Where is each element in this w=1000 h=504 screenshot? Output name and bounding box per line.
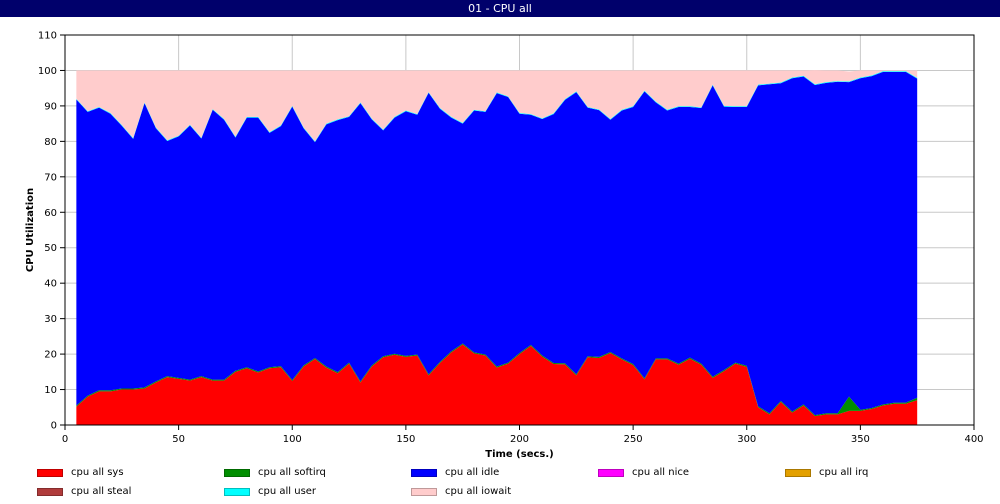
legend-swatch — [37, 469, 63, 477]
x-tick-label: 200 — [510, 434, 529, 445]
legend-item-cpu-all-softirq: cpu all softirq — [224, 466, 326, 480]
legend-item-cpu-all-nice: cpu all nice — [598, 466, 689, 480]
legend-swatch — [37, 488, 63, 496]
window-title: 01 - CPU all — [0, 0, 1000, 17]
legend-label: cpu all iowait — [445, 486, 512, 497]
legend-swatch — [224, 488, 250, 496]
legend-label: cpu all steal — [71, 486, 132, 497]
y-tick-label: 80 — [44, 137, 57, 148]
axis-ticks: 0 10 20 30 40 50 60 70 80 90 100 110 0 50 100 150 200 250… — [38, 31, 984, 446]
chart-legend: cpu all sys cpu all softirq cpu all idle cp… — [0, 462, 1000, 504]
y-tick-label: 20 — [44, 350, 57, 361]
legend-item-cpu-all-idle: cpu all idle — [411, 466, 499, 480]
y-tick-label: 60 — [44, 208, 57, 219]
series-area-cpu-all-idle — [76, 71, 918, 416]
legend-swatch — [411, 469, 437, 477]
y-tick-label: 40 — [44, 279, 57, 290]
legend-swatch — [224, 469, 250, 477]
y-tick-label: 90 — [44, 101, 57, 112]
x-tick-label: 400 — [964, 434, 983, 445]
legend-item-cpu-all-iowait: cpu all iowait — [411, 485, 511, 499]
y-tick-label: 30 — [44, 314, 57, 325]
x-tick-label: 350 — [851, 434, 870, 445]
x-tick-label: 150 — [396, 434, 415, 445]
x-tick-label: 300 — [737, 434, 756, 445]
legend-label: cpu all user — [258, 486, 317, 497]
x-tick-label: 0 — [62, 434, 68, 445]
legend-item-cpu-all-sys: cpu all sys — [37, 466, 124, 480]
series-area-cpu-all-iowait — [76, 70, 918, 142]
legend-swatch — [785, 469, 811, 477]
y-axis-label: CPU Utilization — [25, 188, 36, 272]
legend-swatch — [598, 469, 624, 477]
legend-item-cpu-all-steal: cpu all steal — [37, 485, 131, 499]
series-area-cpu-all-sys — [76, 344, 918, 425]
legend-item-cpu-all-user: cpu all user — [224, 485, 316, 499]
y-tick-label: 110 — [38, 31, 57, 42]
stacked-areas — [76, 70, 918, 425]
x-tick-label: 250 — [624, 434, 643, 445]
y-tick-label: 10 — [44, 385, 57, 396]
y-tick-label: 50 — [44, 243, 57, 254]
x-tick-label: 50 — [172, 434, 185, 445]
y-tick-label: 100 — [38, 66, 57, 77]
x-tick-label: 100 — [283, 434, 302, 445]
legend-swatch — [411, 488, 437, 496]
legend-item-cpu-all-irq: cpu all irq — [785, 466, 868, 480]
legend-label: cpu all softirq — [258, 467, 326, 478]
x-axis-label: Time (secs.) — [485, 449, 554, 460]
legend-label: cpu all irq — [819, 467, 869, 478]
legend-label: cpu all nice — [632, 467, 689, 478]
legend-label: cpu all sys — [71, 467, 124, 478]
cpu-utilization-chart: 0 10 20 30 40 50 60 70 80 90 100 110 0 50 100 150 200 250… — [25, 31, 984, 461]
y-tick-label: 0 — [51, 421, 57, 432]
y-tick-label: 70 — [44, 172, 57, 183]
legend-label: cpu all idle — [445, 467, 500, 478]
